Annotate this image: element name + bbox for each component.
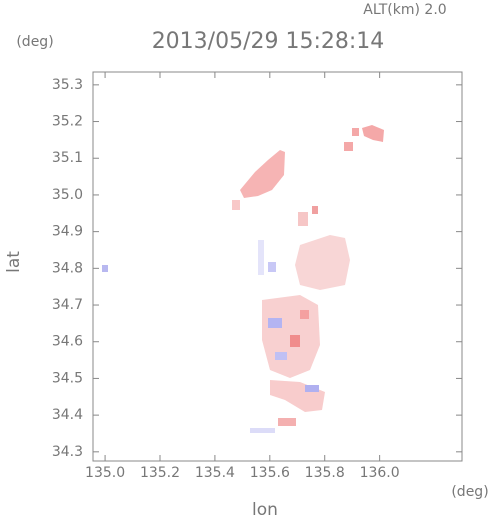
x-unit: (deg)	[451, 484, 488, 500]
echo	[102, 265, 108, 272]
echo	[295, 235, 350, 290]
y-tick-label: 34.5	[52, 370, 83, 386]
echo	[258, 240, 264, 275]
x-tick-label: 135.6	[250, 465, 290, 481]
echo	[240, 150, 285, 198]
y-tick-label: 35.2	[52, 114, 83, 130]
echo	[344, 142, 353, 151]
x-axis-label: lon	[252, 500, 278, 520]
echo	[232, 200, 240, 210]
y-unit: (deg)	[16, 34, 53, 50]
y-tick-label: 34.7	[52, 297, 83, 313]
echo	[362, 125, 384, 142]
altitude-label: ALT(km) 2.0	[363, 2, 446, 18]
chart-title: 2013/05/29 15:28:14	[152, 29, 385, 54]
echo	[270, 380, 325, 412]
echo	[278, 418, 296, 426]
y-tick-label: 34.3	[52, 444, 83, 460]
echo	[268, 262, 276, 272]
x-tick-label: 135.8	[305, 465, 345, 481]
echo	[312, 206, 318, 214]
x-tick-label: 136.0	[360, 465, 400, 481]
echo	[298, 212, 308, 226]
echo	[305, 385, 319, 392]
y-tick-label: 35.3	[52, 77, 83, 93]
y-tick-label: 34.4	[52, 407, 83, 423]
x-tick-label: 135.2	[140, 465, 180, 481]
y-tick-label: 34.6	[52, 334, 83, 350]
echo-field	[102, 125, 384, 433]
y-tick-label: 34.8	[52, 260, 83, 276]
y-axis-label: lat	[4, 251, 24, 273]
echo	[275, 352, 287, 360]
echo	[250, 428, 275, 433]
echo	[300, 310, 309, 319]
x-tick-label: 135.4	[195, 465, 235, 481]
x-tick-label: 135.0	[85, 465, 125, 481]
y-tick-label: 35.1	[52, 150, 83, 166]
echo	[352, 128, 359, 136]
y-tick-label: 34.9	[52, 224, 83, 240]
echo	[290, 335, 300, 347]
y-tick-label: 35.0	[52, 187, 83, 203]
echo	[268, 318, 282, 328]
plot-frame	[92, 71, 463, 462]
